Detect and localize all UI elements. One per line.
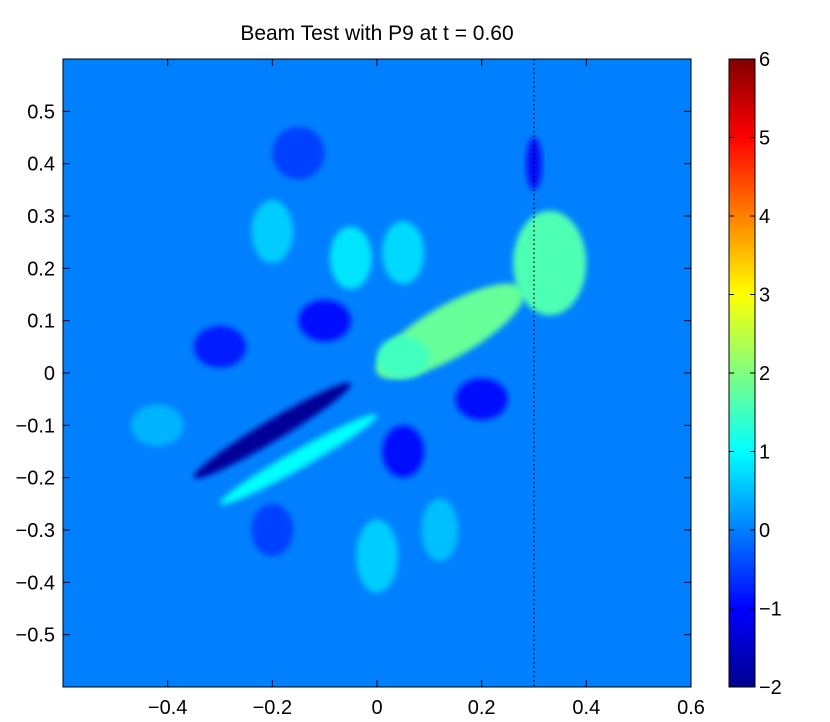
y-tick-label: −0.3 bbox=[16, 520, 55, 542]
y-tick-label: 0.3 bbox=[27, 206, 55, 228]
y-tick-label: −0.5 bbox=[16, 625, 55, 647]
heatmap-blob bbox=[382, 425, 425, 478]
colorbar-tick-label: 5 bbox=[759, 128, 770, 150]
y-tick-label: −0.1 bbox=[16, 415, 55, 437]
y-tick-label: 0.2 bbox=[27, 258, 55, 280]
colorbar-tick-label: 6 bbox=[759, 49, 770, 71]
y-tick-label: 0 bbox=[44, 363, 55, 385]
heatmap-blob bbox=[329, 226, 372, 290]
colorbar-tick-label: 1 bbox=[759, 442, 770, 464]
heatmap-blob bbox=[382, 221, 425, 285]
colorbar-tick-label: −2 bbox=[759, 677, 782, 699]
heatmap-blob bbox=[251, 503, 294, 557]
colorbar-tick-label: −1 bbox=[759, 599, 782, 621]
colorbar-tick-label: 0 bbox=[759, 520, 770, 542]
x-tick-label: 0.6 bbox=[677, 697, 705, 719]
x-tick-label: 0.2 bbox=[468, 697, 496, 719]
heatmap-blob bbox=[251, 200, 294, 264]
heatmap-blob bbox=[455, 378, 508, 421]
heatmap-blob bbox=[513, 210, 587, 316]
heatmap-features bbox=[131, 127, 587, 593]
colorbar: 6 5 4 3 2 1 0 −1 −2 bbox=[728, 49, 782, 699]
y-tick-label: 0.4 bbox=[27, 154, 55, 176]
colorbar-tick-label: 4 bbox=[759, 206, 770, 228]
heatmap-blob bbox=[131, 404, 184, 447]
y-axis: 0.5 0.4 0.3 0.2 0.1 0 −0.1 −0.2 −0.3 −0.4 −0.5 bbox=[16, 101, 691, 647]
y-tick-label: 0.5 bbox=[27, 101, 55, 123]
heatmap-beam bbox=[193, 382, 352, 479]
heatmap-blob bbox=[272, 127, 325, 180]
plot-area: −0.4 −0.2 0 0.2 0.4 0.6 0.5 0.4 0.3 0.2 0.1 0 −0.1 −… bbox=[16, 58, 705, 719]
x-tick-label: −0.2 bbox=[253, 697, 292, 719]
colorbar-tick-label: 3 bbox=[759, 285, 770, 307]
x-tick-label: 0 bbox=[371, 697, 382, 719]
y-tick-label: 0.1 bbox=[27, 311, 55, 333]
heatmap-beam bbox=[219, 414, 378, 505]
x-axis: −0.4 −0.2 0 0.2 0.4 0.6 bbox=[148, 59, 705, 719]
chart-title: Beam Test with P9 at t = 0.60 bbox=[240, 22, 513, 45]
heatmap-blob bbox=[193, 325, 247, 368]
colorbar-ticks: 6 5 4 3 2 1 0 −1 −2 bbox=[729, 49, 782, 699]
heatmap-blob bbox=[421, 498, 459, 562]
heatmap-blob bbox=[298, 299, 351, 342]
y-tick-label: −0.4 bbox=[16, 572, 55, 594]
x-tick-label: −0.4 bbox=[148, 697, 187, 719]
colorbar-tick-label: 2 bbox=[759, 363, 770, 385]
y-tick-label: −0.2 bbox=[16, 468, 55, 490]
heatmap-blob bbox=[356, 519, 398, 593]
heatmap-blob bbox=[377, 336, 430, 379]
x-tick-label: 0.4 bbox=[572, 697, 600, 719]
